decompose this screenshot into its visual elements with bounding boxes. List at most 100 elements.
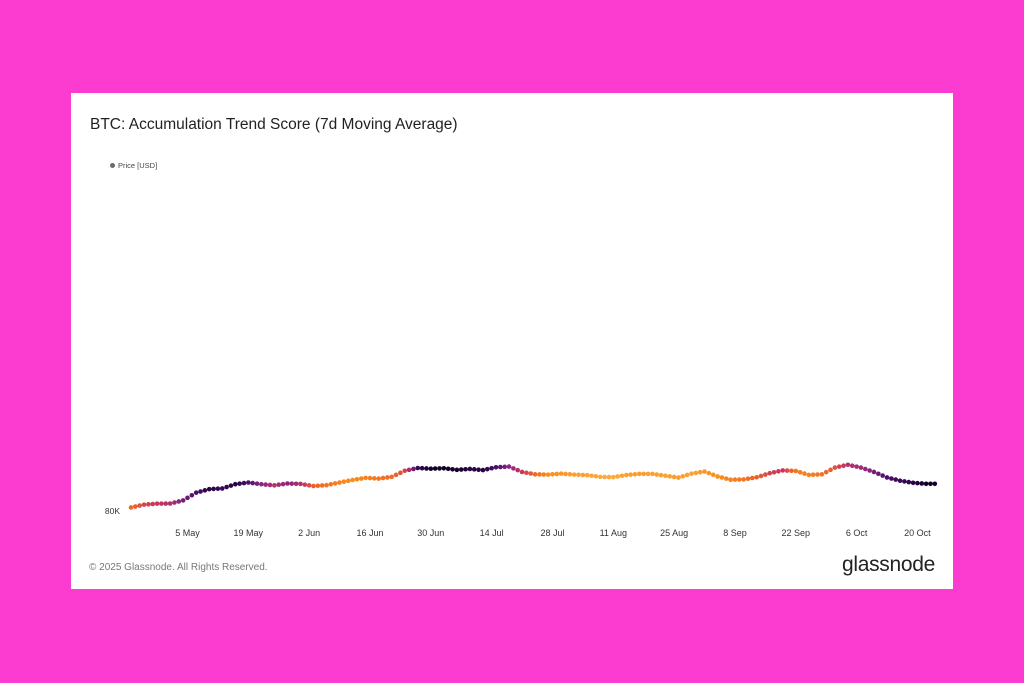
price-point bbox=[832, 465, 838, 470]
price-point bbox=[385, 475, 390, 480]
price-point bbox=[398, 470, 403, 476]
price-point bbox=[624, 472, 629, 478]
x-tick-label: 20 Oct bbox=[904, 528, 931, 538]
price-point bbox=[532, 472, 538, 477]
price-point bbox=[632, 471, 638, 477]
price-point bbox=[406, 467, 412, 473]
price-point bbox=[671, 474, 677, 480]
price-point bbox=[506, 464, 512, 469]
price-point bbox=[484, 466, 490, 472]
price-point bbox=[263, 482, 268, 487]
price-point bbox=[332, 481, 338, 486]
price-point bbox=[198, 489, 203, 494]
price-point bbox=[593, 474, 599, 479]
price-point bbox=[480, 467, 486, 473]
price-point bbox=[693, 470, 699, 476]
price-point bbox=[219, 486, 225, 491]
price-point bbox=[545, 472, 551, 477]
price-point bbox=[163, 501, 169, 506]
price-point bbox=[841, 463, 846, 468]
price-point bbox=[137, 503, 142, 508]
price-point bbox=[515, 467, 520, 473]
price-point bbox=[172, 500, 177, 505]
price-point bbox=[758, 473, 764, 479]
price-point bbox=[697, 469, 703, 475]
price-point bbox=[663, 473, 668, 479]
price-point bbox=[167, 501, 173, 506]
price-point bbox=[367, 475, 373, 481]
price-point bbox=[684, 472, 690, 478]
price-point bbox=[128, 505, 134, 510]
price-point bbox=[450, 467, 455, 472]
chart-plot[interactable]: 80K 5 May 19 May 2 Jun 16 Jun 30 Jun 14 Jul 28… bbox=[71, 93, 953, 553]
price-point bbox=[797, 469, 803, 475]
legend-label: Price [USD] bbox=[118, 161, 158, 170]
price-point bbox=[324, 482, 329, 488]
price-point bbox=[689, 471, 694, 476]
price-point bbox=[302, 482, 308, 487]
price-point bbox=[341, 479, 347, 484]
price-point bbox=[211, 486, 216, 492]
price-point bbox=[876, 471, 881, 477]
price-point bbox=[802, 471, 807, 476]
price-point bbox=[376, 476, 381, 481]
price-point bbox=[267, 482, 273, 488]
price-point bbox=[154, 501, 160, 506]
price-point bbox=[550, 471, 555, 477]
price-point bbox=[511, 466, 516, 471]
price-point bbox=[893, 477, 899, 482]
price-point bbox=[224, 484, 229, 490]
price-point bbox=[445, 466, 451, 472]
price-point bbox=[185, 495, 190, 501]
price-point bbox=[289, 481, 295, 486]
price-point bbox=[471, 467, 477, 472]
price-point bbox=[524, 470, 529, 476]
price-point bbox=[493, 464, 499, 470]
price-point bbox=[863, 466, 868, 472]
price-point bbox=[350, 477, 355, 483]
price-point bbox=[285, 481, 290, 486]
price-point bbox=[363, 475, 368, 481]
price-point bbox=[815, 472, 820, 477]
glassnode-logo[interactable]: glassnode bbox=[841, 553, 935, 576]
price-point bbox=[602, 474, 607, 480]
price-point bbox=[884, 475, 890, 480]
price-point bbox=[563, 471, 568, 477]
price-point bbox=[502, 464, 507, 470]
price-point bbox=[728, 477, 733, 483]
price-point bbox=[215, 486, 221, 491]
price-point bbox=[537, 472, 542, 477]
price-point bbox=[637, 471, 642, 477]
price-point bbox=[554, 471, 560, 477]
price-point bbox=[345, 478, 351, 484]
price-point bbox=[206, 486, 212, 492]
price-point bbox=[519, 469, 525, 475]
price-point bbox=[402, 468, 408, 474]
price-point bbox=[819, 472, 825, 477]
price-point bbox=[241, 480, 247, 486]
copyright-footer: © 2025 Glassnode. All Rights Reserved. bbox=[89, 562, 268, 573]
x-tick-label: 14 Jul bbox=[480, 528, 504, 538]
price-point bbox=[897, 478, 903, 483]
price-point bbox=[141, 502, 147, 507]
price-point bbox=[419, 465, 425, 471]
price-point bbox=[867, 468, 872, 473]
price-point bbox=[558, 471, 564, 476]
price-point bbox=[463, 466, 468, 472]
price-point bbox=[737, 477, 742, 482]
price-point bbox=[180, 498, 186, 503]
price-point bbox=[428, 466, 434, 472]
price-point bbox=[411, 466, 416, 472]
legend-marker-icon bbox=[110, 163, 115, 168]
price-point bbox=[189, 492, 195, 498]
price-point bbox=[319, 483, 325, 488]
legend[interactable]: Price [USD] bbox=[110, 161, 157, 170]
price-point bbox=[880, 473, 885, 478]
price-point bbox=[654, 472, 660, 477]
x-tick-label: 28 Jul bbox=[540, 528, 564, 538]
price-point bbox=[750, 475, 755, 481]
x-tick-label: 16 Jun bbox=[356, 528, 383, 538]
price-point bbox=[889, 476, 894, 481]
price-point bbox=[498, 464, 503, 470]
price-point bbox=[615, 474, 620, 479]
